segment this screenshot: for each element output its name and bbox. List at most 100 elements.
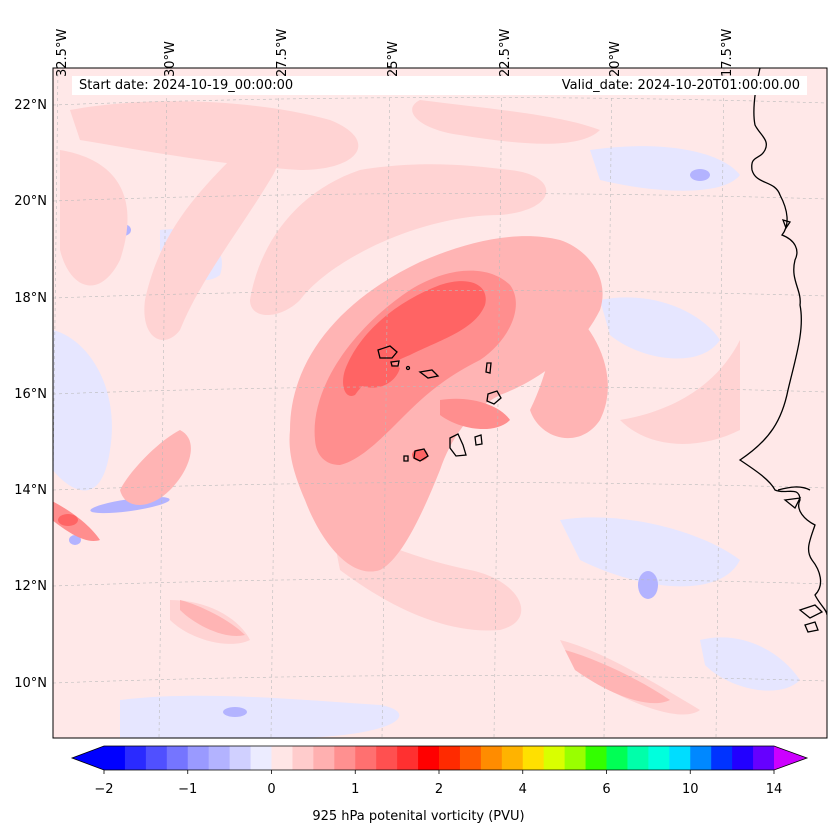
africa-coastline — [738, 68, 827, 616]
colorbar-segment — [732, 746, 754, 770]
island-sal — [485, 362, 492, 374]
pv-positive-area — [250, 164, 547, 315]
start-date: Start date: 2024-10-19_00:00:00 — [79, 78, 294, 93]
pv-negative-area — [600, 297, 720, 359]
meridian-gridline — [603, 68, 613, 738]
colorbar-tick-label: 6 — [602, 782, 611, 797]
pv-max — [355, 362, 400, 388]
colorbar-tick-label: −1 — [178, 782, 198, 797]
lat-label: 10°N — [14, 676, 47, 691]
colorbar — [70, 745, 809, 774]
colorbar-segment — [418, 746, 440, 770]
lon-label: 25°W — [386, 41, 401, 77]
map-frame — [52, 67, 828, 739]
colorbar-tick-label: 1 — [351, 782, 360, 797]
colorbar-tick-label: 2 — [434, 782, 444, 797]
colorbar-extend-min — [72, 746, 104, 770]
colorbar-segment — [522, 746, 545, 770]
valid-date: Valid_date: 2024-10-20T01:00:00.00 — [561, 78, 800, 93]
lon-label: 30°W — [163, 41, 178, 77]
lon-label: 17.5°W — [720, 28, 735, 77]
colorbar-segment — [397, 746, 419, 770]
pv-negative-area — [120, 695, 400, 738]
island-santo-antao — [377, 345, 398, 359]
africa-coastline — [777, 486, 811, 491]
colorbar-segment — [250, 746, 272, 770]
colorbar-segment — [564, 746, 587, 770]
colorbar-segment — [124, 746, 147, 770]
colorbar-segment — [334, 746, 356, 770]
colorbar-segment — [543, 746, 566, 770]
island-brava — [403, 455, 409, 462]
colorbar-segment — [376, 746, 398, 770]
africa-coastline — [783, 497, 802, 510]
lon-label: 32.5°W — [55, 28, 70, 77]
lon-label: 20°W — [608, 41, 623, 77]
pv-positive-area — [144, 141, 279, 340]
colorbar-segment — [711, 746, 733, 770]
colorbar-segment — [648, 746, 670, 770]
island-maio — [474, 434, 483, 446]
meridian-gridline — [158, 68, 168, 738]
colorbar-segment — [606, 746, 628, 770]
pv-negative-area — [700, 637, 800, 691]
lat-label: 14°N — [14, 483, 47, 498]
meridian-gridline — [715, 68, 725, 738]
colorbar-segment — [690, 746, 712, 770]
colorbar-segment — [480, 746, 503, 770]
lat-label: 22°N — [14, 98, 47, 113]
lat-label: 18°N — [14, 291, 47, 306]
colorbar-segment — [355, 746, 377, 770]
colorbar-segment — [627, 746, 649, 770]
meridian-gridline — [381, 68, 391, 738]
gridlines — [53, 68, 827, 738]
colorbar-segment — [313, 746, 335, 770]
island-fogo — [413, 448, 429, 462]
colorbar-segment — [104, 746, 126, 770]
colorbar-segment — [753, 746, 775, 770]
colorbar-tick-label: 4 — [518, 782, 527, 797]
colorbar-tick-label: 10 — [681, 782, 699, 797]
island-sao-vicente — [390, 360, 400, 367]
colorbar-segment — [208, 746, 231, 770]
africa-coastline — [781, 219, 792, 230]
lon-label: 22.5°W — [498, 28, 513, 77]
pv-max — [58, 514, 78, 526]
date-info-box: Start date: 2024-10-19_00:00:00 Valid_da… — [72, 76, 807, 95]
pv-negative-spot — [223, 707, 247, 717]
parallel-gridline — [53, 578, 827, 587]
pv-contours — [53, 68, 827, 738]
island-sao-nicolau — [418, 369, 440, 379]
parallel-gridline — [53, 482, 827, 491]
pv-positive-area — [620, 340, 740, 444]
island-santa-luzia — [405, 365, 411, 371]
meridian-gridline — [270, 68, 280, 738]
colorbar-segment — [271, 746, 293, 770]
africa-coastline — [804, 621, 819, 633]
colorbar-segment — [166, 746, 189, 770]
colorbar-segment — [145, 746, 168, 770]
pv-negative-spot — [69, 535, 81, 545]
pv-main-band — [530, 300, 608, 439]
lon-label: 27.5°W — [275, 28, 290, 77]
colorbar-segment — [669, 746, 691, 770]
lat-label: 20°N — [14, 194, 47, 209]
pv-negative-area — [53, 330, 112, 491]
pv-positive-area — [70, 101, 359, 170]
pv-positive-area — [60, 150, 128, 286]
parallel-gridline — [53, 386, 827, 395]
pv-negative-spot — [638, 571, 658, 599]
colorbar-segment — [229, 746, 252, 770]
colorbar-segment — [187, 746, 210, 770]
colorbar-segment — [501, 746, 524, 770]
island-santiago — [449, 433, 467, 457]
parallel-gridline — [53, 193, 827, 202]
colorbar-extend-max — [774, 746, 807, 770]
colorbar-segment — [292, 746, 314, 770]
parallel-gridline — [53, 97, 827, 106]
colorbar-segment — [439, 746, 461, 770]
colorbar-label: 925 hPa potenital vorticity (PVU) — [312, 809, 525, 824]
colorbar-tick-label: 0 — [267, 782, 276, 797]
